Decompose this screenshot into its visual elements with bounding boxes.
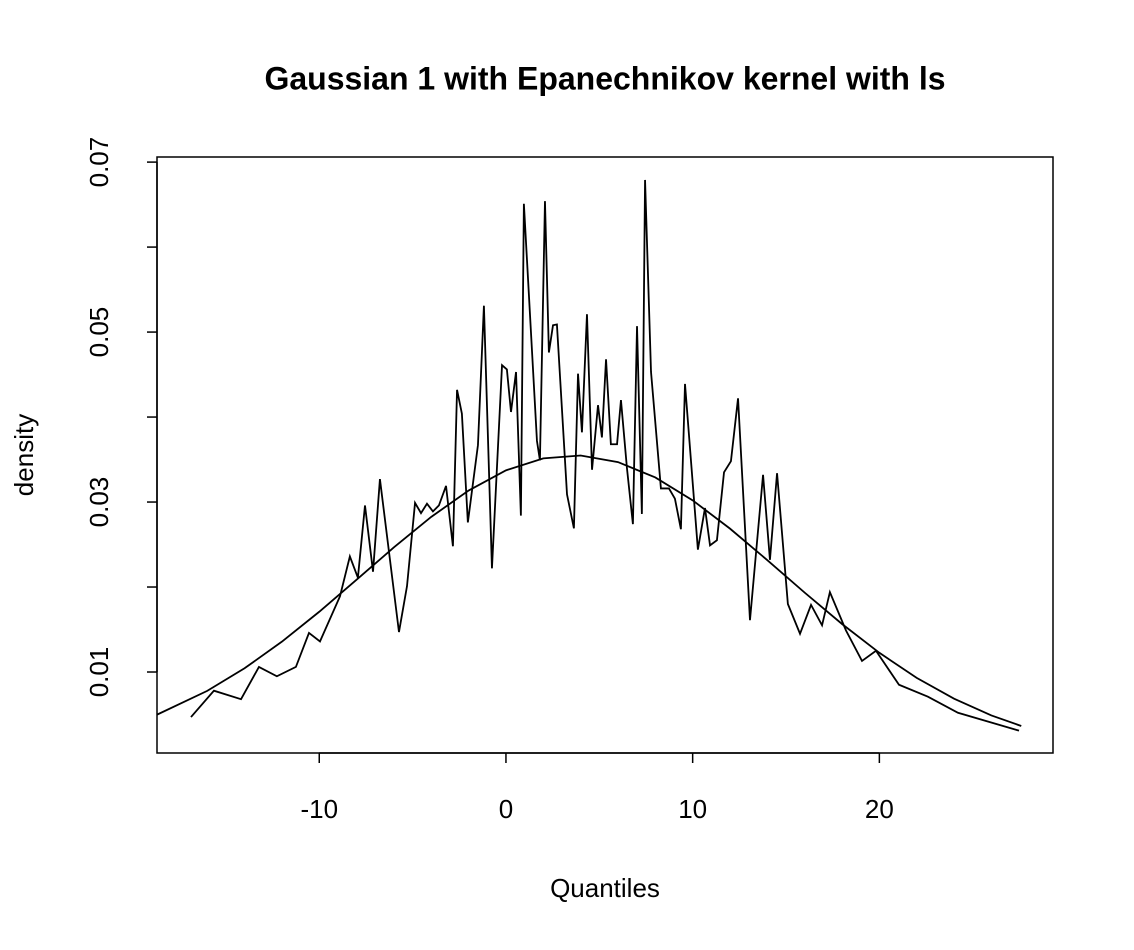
plot-area — [157, 179, 1022, 732]
x-tick-label: 10 — [678, 794, 707, 824]
chart-title: Gaussian 1 with Epanechnikov kernel with… — [264, 60, 945, 96]
x-tick-label: 0 — [499, 794, 513, 824]
data-line — [157, 454, 1022, 727]
plot-box — [156, 156, 1054, 754]
data-line — [190, 179, 1020, 732]
y-axis-label: density — [9, 414, 39, 496]
y-tick-label: 0.07 — [84, 137, 114, 188]
y-tick-label: 0.01 — [84, 647, 114, 698]
y-tick-label: 0.03 — [84, 477, 114, 528]
x-tick-label: -10 — [300, 794, 338, 824]
y-tick-label: 0.05 — [84, 307, 114, 358]
x-axis-label: Quantiles — [550, 873, 660, 903]
x-tick-label: 20 — [865, 794, 894, 824]
